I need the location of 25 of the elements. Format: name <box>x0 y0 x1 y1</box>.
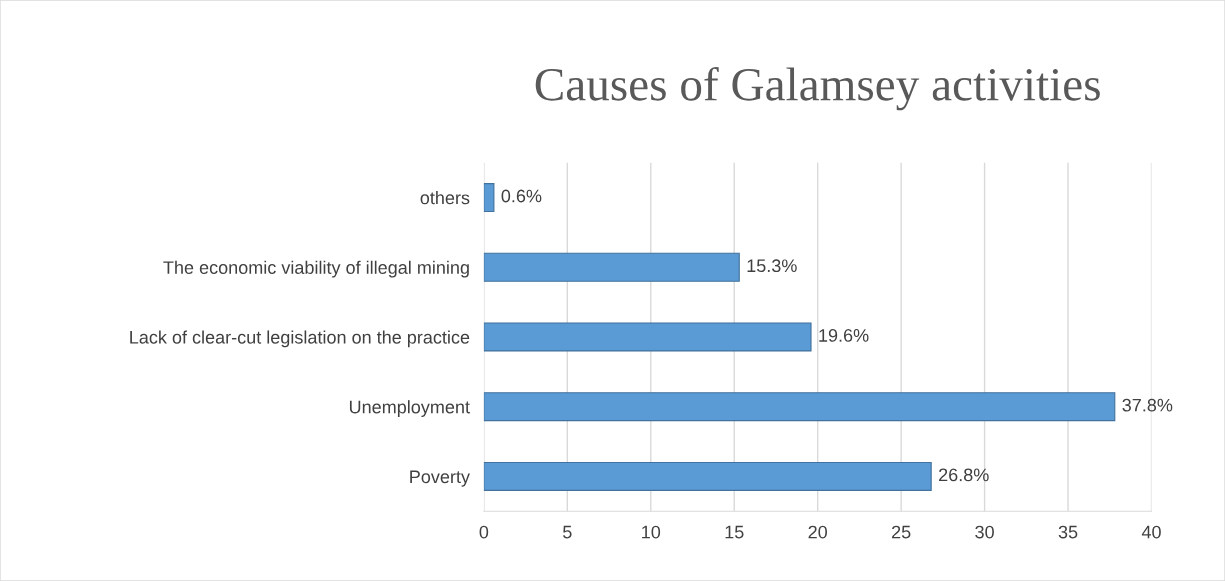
x-tick-label: 15 <box>725 525 744 539</box>
x-tick-label: 30 <box>975 525 994 539</box>
bar <box>483 252 740 282</box>
x-tick-label: 5 <box>563 525 572 539</box>
x-tick-label: 35 <box>1058 525 1078 539</box>
bar <box>483 322 812 352</box>
x-tick-label: 25 <box>892 525 911 539</box>
bar <box>483 392 1116 422</box>
data-label: 37.8% <box>1122 398 1173 412</box>
y-tick-label: The economic viability of illegal mining <box>163 260 469 278</box>
x-tick-label: 40 <box>1141 525 1161 539</box>
data-label: 15.3% <box>747 259 797 273</box>
data-label: 19.6% <box>819 329 869 342</box>
bar <box>483 183 495 213</box>
x-tick-label: 0 <box>479 525 489 539</box>
data-label: 26.8% <box>939 468 989 482</box>
y-tick-label: Unemployment <box>349 400 470 417</box>
x-tick-label: 20 <box>808 525 828 539</box>
y-tick-label: Poverty <box>410 470 470 487</box>
y-tick-label: others <box>420 191 470 205</box>
chart-title: Causes of Galamsey activities <box>535 66 1100 111</box>
bar <box>483 461 932 491</box>
y-tick-label: Lack of clear-cut legislation on the practice <box>130 330 470 348</box>
data-label: 0.6% <box>501 189 542 203</box>
x-tick-label: 10 <box>642 525 661 539</box>
